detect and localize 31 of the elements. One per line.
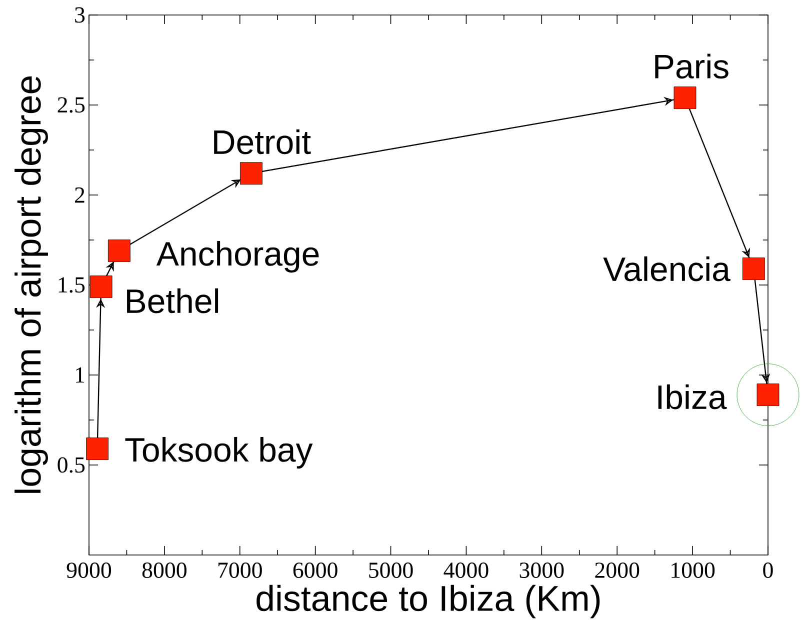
y-tick-label: 2	[75, 187, 84, 203]
x-tick-label: 9000	[66, 562, 112, 578]
x-tick-label: 8000	[142, 562, 186, 578]
y-tick-label: 3	[75, 7, 85, 23]
x-tick-label: 1000	[672, 562, 715, 578]
x-tick-label: 3000	[520, 562, 564, 578]
y-tick-label: 0.5	[58, 457, 85, 473]
annotation: Detroit	[214, 129, 311, 154]
point	[240, 162, 262, 185]
point	[742, 258, 765, 280]
point	[86, 438, 108, 460]
y-tick-label: 1	[76, 367, 84, 383]
annotation: Toksook bay	[125, 437, 313, 469]
y-tick-label: 1.5	[58, 277, 85, 293]
x-tick-label: 5000	[369, 562, 413, 578]
y-axis-title: logarithm of airport degree	[14, 76, 48, 493]
annotation: Anchorage	[156, 241, 319, 273]
y-tick-label: 2.5	[58, 97, 85, 113]
point	[108, 240, 130, 262]
x-tick-label: 4000	[444, 562, 488, 578]
annotation: Valencia	[603, 256, 730, 282]
x-tick-label: 6000	[293, 562, 338, 578]
annotation: Bethel	[127, 288, 218, 314]
point	[674, 86, 696, 109]
annotation: Ibiza	[658, 384, 727, 410]
x-axis-title: distance to Ibiza (Km)	[256, 584, 600, 618]
x-tick-label: 7000	[218, 562, 262, 578]
point	[90, 276, 112, 298]
x-tick-label: 2000	[595, 562, 640, 578]
x-tick-label: 0	[763, 562, 773, 578]
annotation: Paris	[655, 54, 728, 79]
